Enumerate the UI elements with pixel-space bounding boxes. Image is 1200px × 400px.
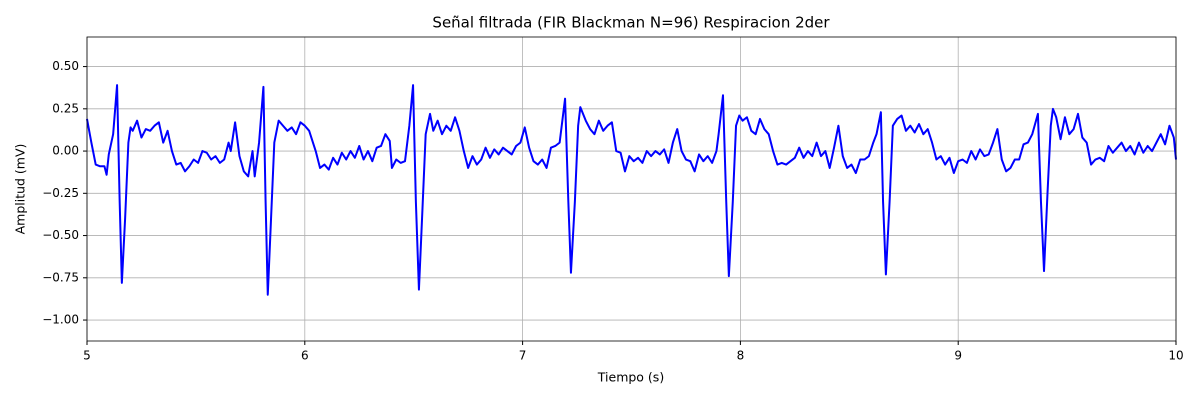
- y-tick-label: 0.50: [52, 59, 79, 73]
- x-tick-label: 10: [1168, 349, 1183, 363]
- x-tick-label: 9: [954, 349, 962, 363]
- x-axis-label: Tiempo (s): [597, 370, 664, 385]
- plot-frame: [86, 36, 1177, 342]
- y-axis-label: Amplitud (mV): [13, 144, 28, 235]
- y-tick-label: −0.75: [42, 270, 79, 284]
- y-tick-label: −0.25: [42, 186, 79, 200]
- chart-title: Señal filtrada (FIR Blackman N=96) Respi…: [432, 14, 830, 32]
- x-tick-label: 5: [83, 349, 91, 363]
- signal-line: [86, 84, 1177, 296]
- y-tick-label: 0.25: [52, 101, 79, 115]
- y-tick-label: −1.00: [42, 313, 79, 327]
- x-tick-label: 7: [519, 349, 527, 363]
- y-tick-label: −0.50: [42, 228, 79, 242]
- x-tick-label: 8: [737, 349, 745, 363]
- x-tick-label: 6: [301, 349, 309, 363]
- y-tick-label: 0.00: [52, 144, 79, 158]
